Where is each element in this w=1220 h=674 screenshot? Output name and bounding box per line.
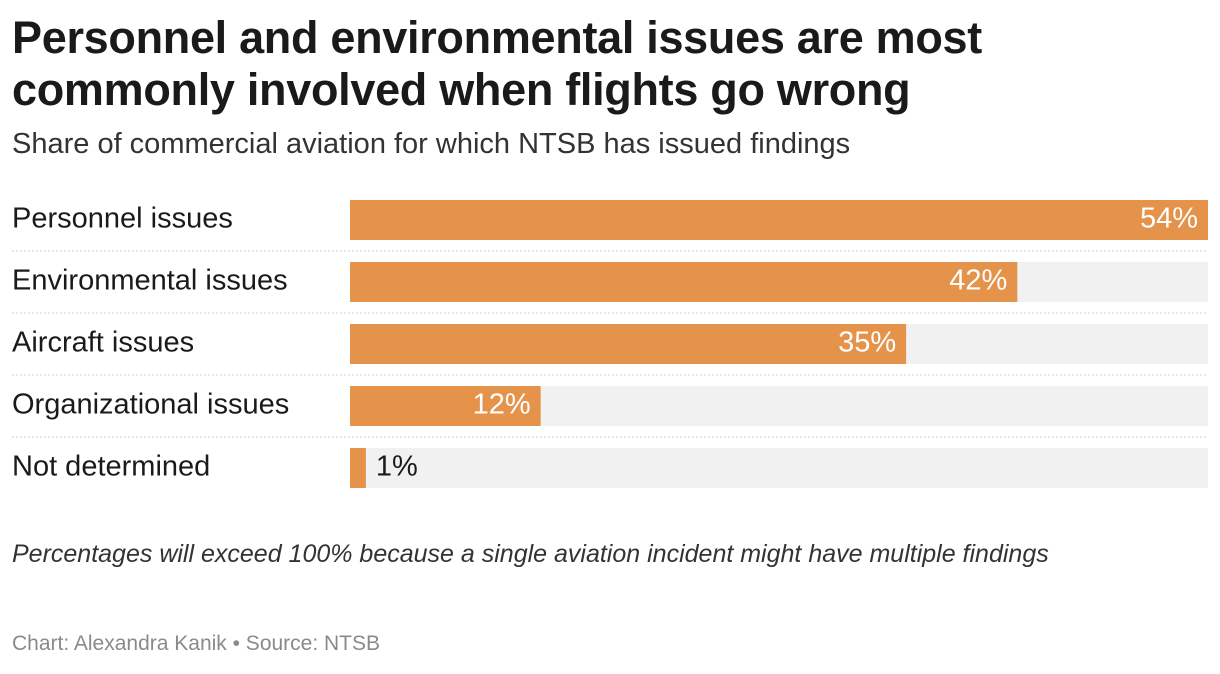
bar xyxy=(350,324,907,364)
category-label: Personnel issues xyxy=(12,203,233,235)
chart: Personnel issues 54% Environmental issues 4… xyxy=(12,200,1208,488)
value-label: 35% xyxy=(838,327,896,359)
category-label: Organizational issues xyxy=(12,389,289,421)
chart-subtitle: Share of commercial aviation for which N… xyxy=(12,128,851,160)
value-label: 12% xyxy=(473,389,531,421)
chart-title: Personnel and environmental issues are m… xyxy=(12,12,982,115)
category-label: Not determined xyxy=(12,451,210,483)
value-label: 1% xyxy=(376,451,418,483)
bar xyxy=(350,448,366,488)
credit: Chart: Alexandra Kanik • Source: NTSB xyxy=(12,632,381,655)
bar xyxy=(350,200,1208,240)
footnote: Percentages will exceed 100% because a s… xyxy=(12,540,1049,568)
value-label: 42% xyxy=(949,265,1007,297)
value-label: 54% xyxy=(1140,203,1198,235)
category-label: Aircraft issues xyxy=(12,327,194,359)
category-label: Environmental issues xyxy=(12,265,288,297)
bar xyxy=(350,262,1018,302)
bar-track xyxy=(350,448,1208,488)
bar xyxy=(350,386,541,426)
